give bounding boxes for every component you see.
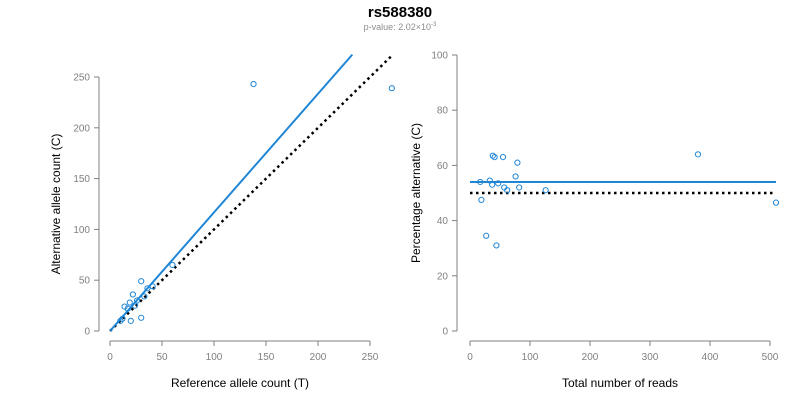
x-tick-label: 400 [702,352,719,363]
fit-line [109,53,354,332]
y-tick-label: 60 [437,161,449,172]
data-point [514,159,521,166]
y-tick-label: 20 [437,271,449,282]
y-axis-title: Alternative allele count (C) [49,134,63,275]
x-axis-title: Reference allele count (T) [171,376,309,390]
y-axis-title: Percentage alternative (C) [409,123,423,263]
x-tick-label: 500 [762,352,779,363]
y-tick-label: 150 [73,174,90,185]
data-point [499,154,507,161]
data-point [516,184,523,191]
x-tick-label: 0 [107,352,113,363]
data-point [483,232,490,239]
data-point [126,299,133,306]
x-tick-label: 100 [522,352,539,363]
data-point [489,181,496,188]
data-point [772,199,780,206]
data-point [495,180,502,187]
subtitle-text: p-value: 2.02×10 [363,22,431,32]
data-point [250,81,257,88]
x-tick-label: 50 [156,352,168,363]
x-tick-label: 0 [467,352,473,363]
x-tick-label: 250 [362,352,379,363]
data-point [493,242,500,249]
data-point [121,303,128,310]
x-tick-label: 300 [642,352,659,363]
y-tick-label: 0 [442,327,448,338]
y-tick-label: 40 [437,216,449,227]
data-point [512,173,519,180]
data-point [477,178,484,186]
y-tick-label: 50 [79,276,91,287]
panel-allele-counts: 0 50 100 150 200 250 0 50 100 150 200 250 Reference … [49,53,395,390]
x-tick-label: 150 [258,352,275,363]
y-tick-label: 100 [73,225,90,236]
data-point [489,152,496,159]
x-tick-label: 200 [582,352,599,363]
data-point [141,293,148,300]
data-point [491,154,498,161]
data-point [149,283,156,290]
data-point [694,151,702,158]
y-tick-label: 100 [431,51,448,62]
data-point [542,187,549,194]
data-point [478,196,485,203]
x-axis-title: Total number of reads [562,376,678,390]
data-point [388,85,395,92]
panel-percentage-alternative: 0 100 200 300 400 500 0 20 40 60 80 100 Total number… [409,51,780,390]
y-tick-label: 0 [84,327,90,338]
y-tick-label: 200 [73,123,90,134]
x-tick-label: 100 [206,352,223,363]
data-point [129,291,136,298]
chart-subtitle: p-value: 2.02×10-3 [0,22,800,32]
data-point [127,317,134,324]
subtitle-exponent: -3 [430,22,437,28]
data-point [144,285,151,292]
reference-line [109,55,392,332]
data-point [131,302,139,309]
data-point [138,278,145,285]
y-tick-label: 80 [437,106,449,117]
data-point [169,261,176,269]
data-point [133,297,141,304]
data-point [124,305,131,312]
data-point [138,314,145,321]
data-point [117,317,124,324]
x-tick-label: 200 [310,352,327,363]
y-tick-label: 250 [73,73,90,84]
chart-title: rs588380 [367,4,433,21]
data-point [504,187,511,194]
